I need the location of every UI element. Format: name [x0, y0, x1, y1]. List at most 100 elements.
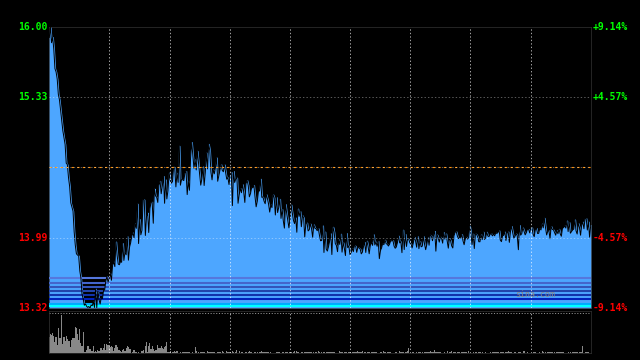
- Bar: [518, 352, 519, 353]
- Bar: [99, 351, 100, 353]
- Bar: [361, 352, 362, 353]
- Bar: [433, 352, 434, 353]
- Bar: [96, 352, 97, 353]
- Bar: [182, 352, 183, 353]
- Bar: [168, 352, 170, 353]
- Bar: [207, 351, 208, 353]
- Bar: [399, 351, 400, 353]
- Bar: [204, 352, 205, 353]
- Bar: [184, 352, 186, 353]
- Bar: [70, 347, 71, 353]
- Bar: [408, 348, 410, 353]
- Bar: [419, 352, 420, 353]
- Bar: [432, 352, 433, 353]
- Bar: [534, 352, 535, 353]
- Text: 16.00: 16.00: [18, 22, 47, 32]
- Bar: [153, 348, 154, 353]
- Bar: [428, 352, 429, 353]
- Bar: [380, 352, 381, 353]
- Bar: [278, 352, 279, 353]
- Bar: [69, 341, 70, 353]
- Bar: [61, 315, 62, 353]
- Bar: [575, 352, 577, 353]
- Bar: [390, 352, 391, 353]
- Bar: [508, 351, 509, 353]
- Bar: [236, 350, 237, 353]
- Bar: [400, 352, 401, 353]
- Bar: [87, 346, 88, 353]
- Bar: [58, 328, 59, 353]
- Bar: [440, 352, 441, 353]
- Bar: [348, 352, 349, 353]
- Bar: [212, 352, 214, 353]
- Bar: [434, 350, 435, 353]
- Bar: [245, 352, 246, 353]
- Bar: [257, 352, 258, 353]
- Bar: [128, 347, 129, 353]
- Bar: [582, 346, 584, 353]
- Bar: [340, 352, 342, 353]
- Bar: [323, 352, 324, 353]
- Bar: [562, 352, 563, 353]
- Bar: [429, 351, 431, 353]
- Bar: [308, 352, 310, 353]
- Bar: [157, 345, 158, 353]
- Bar: [121, 352, 122, 353]
- Bar: [416, 352, 417, 353]
- Bar: [511, 352, 512, 353]
- Bar: [116, 347, 118, 353]
- Bar: [581, 352, 582, 353]
- Bar: [172, 352, 173, 353]
- Bar: [424, 352, 425, 353]
- Bar: [208, 352, 209, 353]
- Bar: [316, 352, 317, 353]
- Bar: [310, 352, 311, 353]
- Bar: [524, 351, 525, 353]
- Bar: [248, 352, 249, 353]
- Bar: [279, 352, 280, 353]
- Bar: [66, 336, 67, 353]
- Bar: [286, 352, 287, 353]
- Bar: [311, 352, 312, 353]
- Bar: [221, 351, 223, 353]
- Bar: [327, 352, 328, 353]
- Bar: [319, 352, 320, 353]
- Bar: [494, 352, 495, 353]
- Bar: [404, 352, 406, 353]
- Bar: [554, 352, 555, 353]
- Bar: [475, 352, 476, 353]
- Bar: [503, 352, 504, 353]
- Bar: [287, 352, 289, 353]
- Bar: [461, 352, 463, 353]
- Bar: [83, 332, 84, 353]
- Bar: [102, 350, 103, 353]
- Bar: [71, 340, 72, 353]
- Bar: [493, 352, 494, 353]
- Bar: [345, 352, 346, 353]
- Bar: [584, 352, 586, 353]
- Bar: [541, 351, 543, 353]
- Bar: [134, 351, 136, 353]
- Bar: [67, 339, 68, 353]
- Bar: [174, 351, 175, 353]
- Bar: [125, 348, 127, 353]
- Bar: [317, 351, 319, 353]
- Bar: [129, 349, 130, 353]
- Bar: [362, 351, 363, 353]
- Bar: [425, 352, 426, 353]
- Bar: [100, 348, 102, 353]
- Bar: [186, 352, 187, 353]
- Bar: [162, 348, 163, 353]
- Bar: [550, 352, 552, 353]
- Bar: [520, 352, 521, 353]
- Bar: [450, 352, 451, 353]
- Bar: [86, 350, 87, 353]
- Bar: [233, 352, 234, 353]
- Bar: [79, 329, 81, 353]
- Bar: [329, 352, 330, 353]
- Bar: [170, 351, 171, 353]
- Bar: [349, 352, 351, 353]
- Bar: [339, 351, 340, 353]
- Bar: [223, 352, 224, 353]
- Bar: [353, 352, 354, 353]
